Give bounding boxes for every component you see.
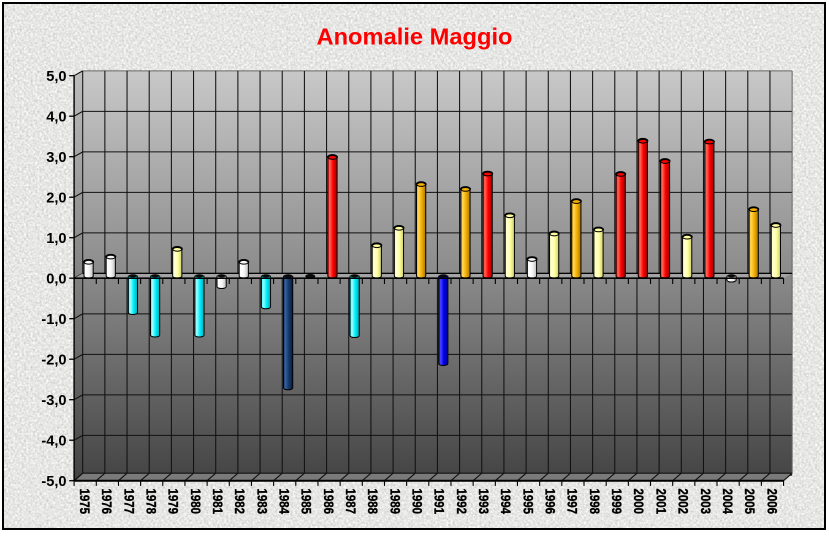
svg-text:1977: 1977 <box>121 489 137 515</box>
svg-text:1988: 1988 <box>365 489 381 515</box>
svg-text:1980: 1980 <box>188 489 204 515</box>
svg-text:2,0: 2,0 <box>46 190 66 206</box>
svg-text:2002: 2002 <box>676 489 692 515</box>
svg-text:-1,0: -1,0 <box>41 312 66 328</box>
svg-text:1987: 1987 <box>343 489 359 515</box>
svg-text:1979: 1979 <box>166 489 182 515</box>
svg-text:1986: 1986 <box>321 489 337 515</box>
svg-text:1998: 1998 <box>587 489 603 515</box>
svg-text:0,0: 0,0 <box>46 271 66 287</box>
svg-text:1991: 1991 <box>432 489 448 515</box>
svg-text:5,0: 5,0 <box>46 69 66 85</box>
svg-text:1996: 1996 <box>543 489 559 515</box>
svg-text:1997: 1997 <box>565 489 581 515</box>
svg-text:1975: 1975 <box>77 489 93 515</box>
svg-text:-4,0: -4,0 <box>41 433 66 449</box>
svg-text:1985: 1985 <box>299 489 315 515</box>
svg-text:1976: 1976 <box>99 489 115 515</box>
svg-text:1995: 1995 <box>520 489 536 515</box>
svg-text:1,0: 1,0 <box>46 231 66 247</box>
svg-text:3,0: 3,0 <box>46 150 66 166</box>
svg-text:2004: 2004 <box>720 489 736 515</box>
svg-text:1981: 1981 <box>210 489 226 515</box>
svg-text:1999: 1999 <box>609 489 625 515</box>
svg-text:1989: 1989 <box>387 489 403 515</box>
svg-text:Anomalie Maggio: Anomalie Maggio <box>317 24 513 50</box>
svg-text:1984: 1984 <box>277 489 293 515</box>
svg-text:2005: 2005 <box>742 489 758 515</box>
svg-text:1978: 1978 <box>144 489 160 515</box>
svg-text:1982: 1982 <box>232 489 248 515</box>
svg-text:1990: 1990 <box>410 489 426 515</box>
svg-text:2001: 2001 <box>653 489 669 515</box>
svg-text:4,0: 4,0 <box>46 109 66 125</box>
svg-text:1983: 1983 <box>254 489 270 515</box>
svg-text:-5,0: -5,0 <box>41 474 66 490</box>
svg-text:2006: 2006 <box>764 489 780 515</box>
svg-text:2003: 2003 <box>698 489 714 515</box>
svg-text:1992: 1992 <box>454 489 470 515</box>
svg-text:-2,0: -2,0 <box>41 352 66 368</box>
svg-text:-3,0: -3,0 <box>41 393 66 409</box>
svg-text:1994: 1994 <box>498 489 514 515</box>
svg-text:2000: 2000 <box>631 489 647 515</box>
svg-text:1993: 1993 <box>476 489 492 515</box>
